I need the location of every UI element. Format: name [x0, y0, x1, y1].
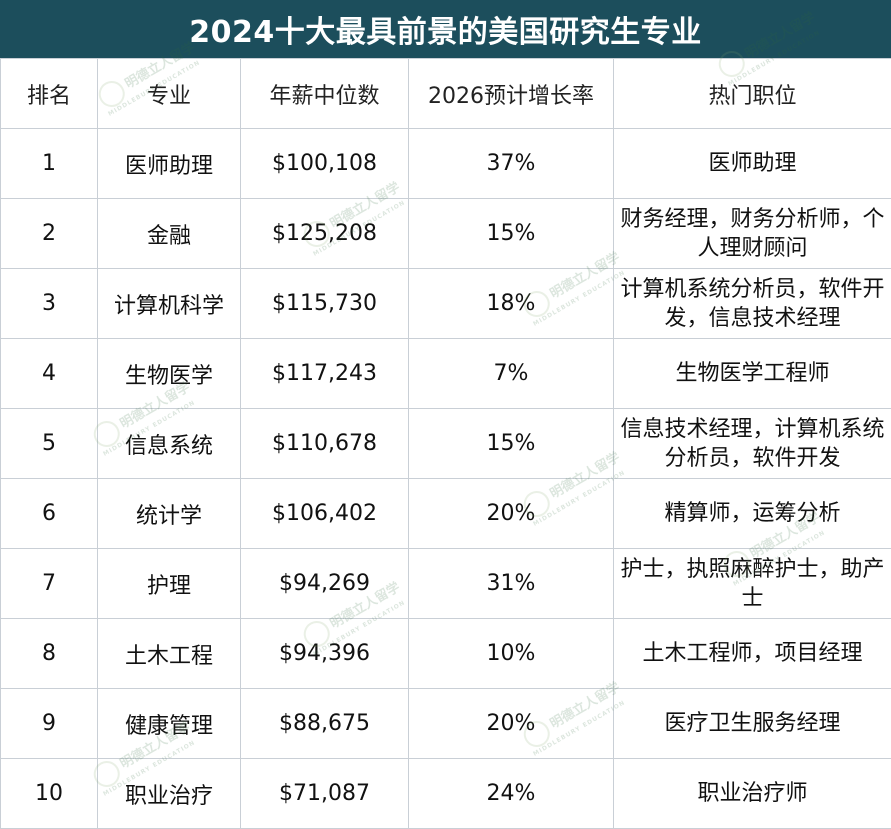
jobs-cell: 财务经理，财务分析师，个人理财顾问	[613, 198, 891, 269]
growth-cell: 15%	[408, 408, 614, 479]
table-row: 8 土木工程 $94,396 10% 土木工程师，项目经理	[0, 618, 891, 689]
table-row: 9 健康管理 $88,675 20% 医疗卫生服务经理	[0, 688, 891, 759]
header-rank: 排名	[0, 58, 98, 129]
growth-cell: 24%	[408, 758, 614, 829]
salary-cell: $94,396	[240, 618, 409, 689]
rank-cell: 3	[0, 268, 98, 339]
major-cell: 医师助理	[97, 128, 241, 199]
salary-cell: $125,208	[240, 198, 409, 269]
table-row: 10 职业治疗 $71,087 24% 职业治疗师	[0, 758, 891, 829]
jobs-cell: 土木工程师，项目经理	[613, 618, 891, 689]
header-major: 专业	[97, 58, 241, 129]
rank-cell: 2	[0, 198, 98, 269]
table-row: 6 统计学 $106,402 20% 精算师，运筹分析	[0, 478, 891, 549]
major-cell: 金融	[97, 198, 241, 269]
major-cell: 信息系统	[97, 408, 241, 479]
table-row: 2 金融 $125,208 15% 财务经理，财务分析师，个人理财顾问	[0, 198, 891, 269]
rank-cell: 1	[0, 128, 98, 199]
major-cell: 护理	[97, 548, 241, 619]
growth-cell: 20%	[408, 478, 614, 549]
salary-cell: $88,675	[240, 688, 409, 759]
growth-cell: 7%	[408, 338, 614, 409]
growth-cell: 15%	[408, 198, 614, 269]
salary-cell: $110,678	[240, 408, 409, 479]
jobs-cell: 护士，执照麻醉护士，助产士	[613, 548, 891, 619]
major-cell: 计算机科学	[97, 268, 241, 339]
jobs-cell: 医疗卫生服务经理	[613, 688, 891, 759]
table-row: 1 医师助理 $100,108 37% 医师助理	[0, 128, 891, 199]
jobs-cell: 精算师，运筹分析	[613, 478, 891, 549]
table-row: 4 生物医学 $117,243 7% 生物医学工程师	[0, 338, 891, 409]
rank-cell: 7	[0, 548, 98, 619]
rank-cell: 4	[0, 338, 98, 409]
salary-cell: $115,730	[240, 268, 409, 339]
salary-cell: $94,269	[240, 548, 409, 619]
jobs-cell: 计算机系统分析员，软件开发，信息技术经理	[613, 268, 891, 339]
header-row: 排名 专业 年薪中位数 2026预计增长率 热门职位	[0, 58, 891, 129]
growth-cell: 31%	[408, 548, 614, 619]
jobs-cell: 职业治疗师	[613, 758, 891, 829]
table-row: 5 信息系统 $110,678 15% 信息技术经理，计算机系统分析员，软件开发	[0, 408, 891, 479]
jobs-cell: 信息技术经理，计算机系统分析员，软件开发	[613, 408, 891, 479]
major-cell: 生物医学	[97, 338, 241, 409]
page-title: 2024十大最具前景的美国研究生专业	[189, 15, 702, 50]
rank-cell: 5	[0, 408, 98, 479]
jobs-cell: 生物医学工程师	[613, 338, 891, 409]
rank-cell: 9	[0, 688, 98, 759]
header-salary: 年薪中位数	[240, 58, 409, 129]
major-cell: 职业治疗	[97, 758, 241, 829]
salary-cell: $117,243	[240, 338, 409, 409]
growth-cell: 37%	[408, 128, 614, 199]
rank-cell: 8	[0, 618, 98, 689]
header-growth: 2026预计增长率	[408, 58, 614, 129]
salary-cell: $106,402	[240, 478, 409, 549]
rank-cell: 10	[0, 758, 98, 829]
salary-cell: $100,108	[240, 128, 409, 199]
table-row: 7 护理 $94,269 31% 护士，执照麻醉护士，助产士	[0, 548, 891, 619]
growth-cell: 18%	[408, 268, 614, 339]
jobs-cell: 医师助理	[613, 128, 891, 199]
major-cell: 健康管理	[97, 688, 241, 759]
major-cell: 统计学	[97, 478, 241, 549]
header-jobs: 热门职位	[613, 58, 891, 129]
growth-cell: 20%	[408, 688, 614, 759]
table-row: 3 计算机科学 $115,730 18% 计算机系统分析员，软件开发，信息技术经…	[0, 268, 891, 339]
title-bar: 2024十大最具前景的美国研究生专业	[0, 0, 891, 58]
growth-cell: 10%	[408, 618, 614, 689]
salary-cell: $71,087	[240, 758, 409, 829]
ranking-table: 排名 专业 年薪中位数 2026预计增长率 热门职位 1 医师助理 $100,1…	[0, 58, 891, 829]
major-cell: 土木工程	[97, 618, 241, 689]
rank-cell: 6	[0, 478, 98, 549]
